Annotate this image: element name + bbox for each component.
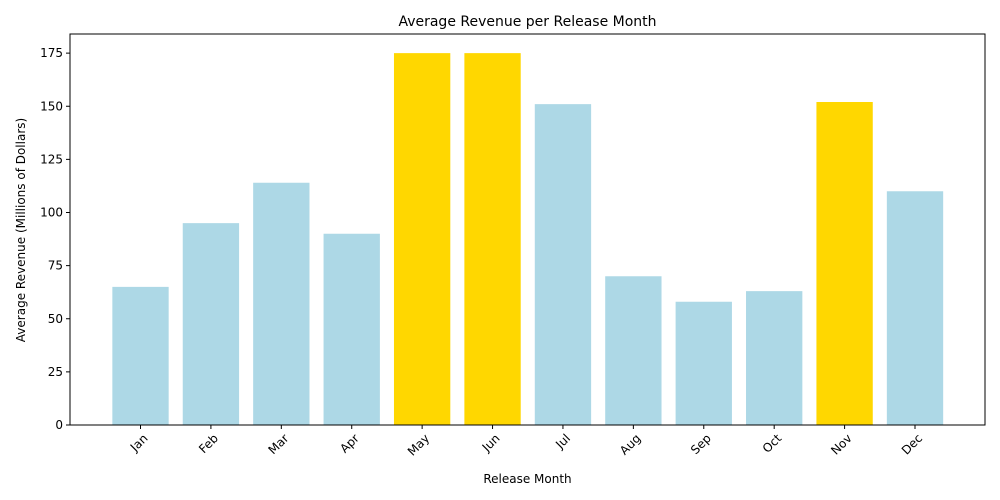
y-tick-label: 125: [40, 152, 63, 166]
bar-may: [393, 53, 451, 426]
bar-jun: [464, 53, 521, 426]
bar-oct: [746, 291, 803, 426]
x-tick-label: Sep: [688, 431, 714, 457]
y-tick-label: 50: [48, 312, 63, 326]
bar-dec: [886, 191, 944, 425]
x-tick-label: Apr: [337, 431, 362, 456]
x-tick-label: Nov: [828, 431, 854, 457]
x-tick-label: Mar: [266, 431, 292, 457]
x-tick-label: Feb: [196, 431, 221, 456]
y-axis-title: Average Revenue (Millions of Dollars): [14, 118, 28, 342]
x-tick-label: Dec: [899, 431, 925, 457]
x-tick-label: Aug: [617, 431, 643, 457]
bar-jul: [534, 104, 592, 426]
x-tick-label: Jan: [127, 431, 151, 455]
bar-mar: [253, 182, 310, 425]
x-tick-label: Jul: [552, 431, 573, 452]
plot-frame: [69, 33, 986, 426]
y-tick-label: 75: [48, 259, 63, 273]
bars-layer: [112, 53, 944, 426]
bar-nov: [816, 102, 873, 425]
bar-feb: [182, 223, 240, 425]
y-axis: 0 25 50 75 100 125 150 175: [40, 46, 70, 432]
x-axis-title: Release Month: [483, 472, 571, 486]
bar-sep: [675, 301, 732, 425]
bar-jan: [112, 286, 169, 426]
y-tick-label: 100: [40, 206, 63, 220]
x-tick-label: Oct: [760, 431, 785, 456]
y-tick-label: 25: [48, 365, 63, 379]
x-tick-label: May: [405, 431, 432, 458]
y-tick-label: 150: [40, 99, 63, 113]
x-axis: Jan Feb Mar Apr May Jun Jul Aug Sep Oct Nov Dec: [127, 425, 925, 459]
y-tick-label: 175: [40, 46, 63, 60]
x-tick-label: Jun: [479, 431, 503, 455]
chart-title: Average Revenue per Release Month: [398, 14, 656, 30]
bar-aug: [605, 276, 662, 425]
y-tick-label: 0: [55, 418, 63, 432]
bar-apr: [323, 233, 380, 425]
